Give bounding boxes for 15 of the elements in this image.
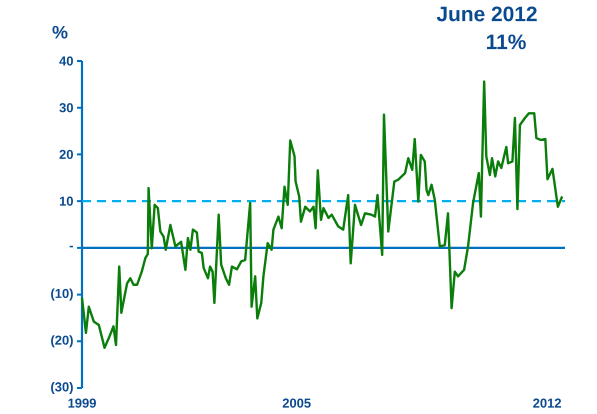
x-tick-label: 2005: [282, 398, 311, 408]
y-tick-label: (20): [51, 335, 73, 348]
y-axis-title: %: [52, 26, 68, 38]
y-tick-label: 20: [60, 150, 73, 160]
y-tick-label: 30: [59, 103, 73, 112]
y-tick-label: 10: [60, 196, 73, 206]
chart-subtitle: 11%: [486, 34, 526, 50]
y-tick-label: (30): [51, 382, 73, 394]
y-tick-label: -: [70, 246, 73, 248]
y-tick-label: 40: [59, 56, 73, 66]
x-tick-label: 2012: [533, 398, 561, 408]
y-tick-label: (10): [51, 288, 73, 301]
line-series: [80, 80, 564, 350]
chart-title: June 2012: [436, 6, 537, 22]
x-tick-label: 1999: [68, 398, 96, 408]
